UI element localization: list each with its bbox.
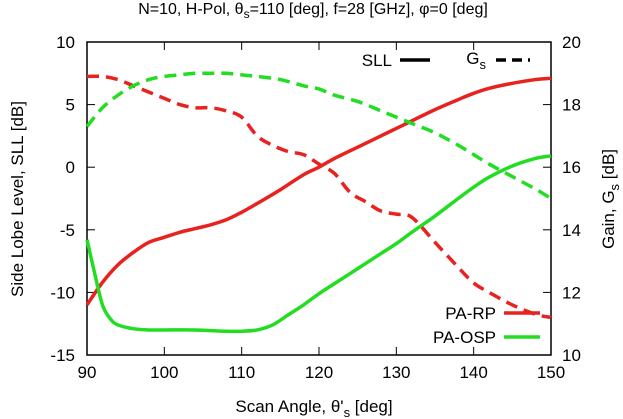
y-left-tick-label: -10 [50, 283, 75, 302]
series-line-pa-rp-sll [85, 76, 552, 306]
y-right-tick-label: 20 [562, 33, 581, 52]
y-left-tick-label: 10 [56, 33, 75, 52]
series-layer [85, 71, 552, 334]
y-right-tick-label: 14 [562, 221, 581, 240]
y-right-tick-label: 18 [562, 96, 581, 115]
style-legend-dashed-label: Gs [466, 49, 486, 72]
y-left-axis-ticks: -15 -10 -5 0 5 10 [50, 33, 95, 365]
x-tick-label: 120 [305, 363, 333, 382]
chart-title-part-b: =110 [deg], f=28 [GHz], φ=0 [deg] [250, 1, 488, 18]
y-left-axis-label: Side Lobe Level, SLL [dB] [8, 101, 27, 297]
y-left-tick-label: -5 [60, 221, 75, 240]
x-axis-label-part-b: [deg] [350, 397, 393, 416]
chart-title-part-a: N=10, H-Pol, θ [138, 1, 243, 18]
x-tick-label: 140 [459, 363, 487, 382]
x-axis-label-part-a: Scan Angle, θ' [235, 397, 343, 416]
x-axis-ticks: 90 100 110 120 130 140 150 [78, 42, 565, 382]
x-tick-label: 150 [537, 363, 565, 382]
style-legend-dashed-part-a: G [466, 49, 479, 68]
x-tick-label: 90 [78, 363, 97, 382]
y-right-axis-ticks: 10 12 14 16 18 20 [543, 33, 581, 365]
series-line-pa-osp-gs [85, 71, 552, 200]
style-legend-solid-label: SLL [362, 51, 392, 70]
y-left-tick-label: 0 [66, 158, 75, 177]
y-right-tick-label: 12 [562, 283, 581, 302]
color-legend: PA-RP PA-OSP [433, 304, 540, 347]
x-tick-label: 110 [228, 363, 255, 382]
y-left-tick-label: 5 [66, 96, 75, 115]
x-tick-label: 130 [382, 363, 410, 382]
y-right-axis-label-sub: s [607, 183, 622, 190]
series-line-pa-rp-gs [86, 74, 552, 320]
y-right-tick-label: 16 [562, 158, 581, 177]
y-right-axis-label: Gain, Gs [dB] [599, 149, 622, 249]
chart-title: N=10, H-Pol, θs=110 [deg], f=28 [GHz], φ… [138, 1, 488, 21]
x-axis-label-sub: s [344, 405, 351, 419]
style-legend-dashed-sub: s [480, 57, 487, 72]
chart-title-sub: s [244, 7, 250, 21]
color-legend-label-pa-rp: PA-RP [445, 304, 496, 323]
x-axis-label: Scan Angle, θ's [deg] [235, 397, 392, 419]
y-right-tick-label: 10 [562, 346, 581, 365]
style-legend: SLL Gs [362, 49, 530, 72]
y-left-tick-label: -15 [50, 346, 75, 365]
y-right-axis-label-part-a: Gain, G [599, 190, 618, 249]
series-line-pa-osp-sll [85, 154, 552, 334]
y-right-axis-label-part-b: [dB] [599, 149, 618, 184]
x-tick-label: 100 [150, 363, 178, 382]
color-legend-label-pa-osp: PA-OSP [433, 328, 496, 347]
